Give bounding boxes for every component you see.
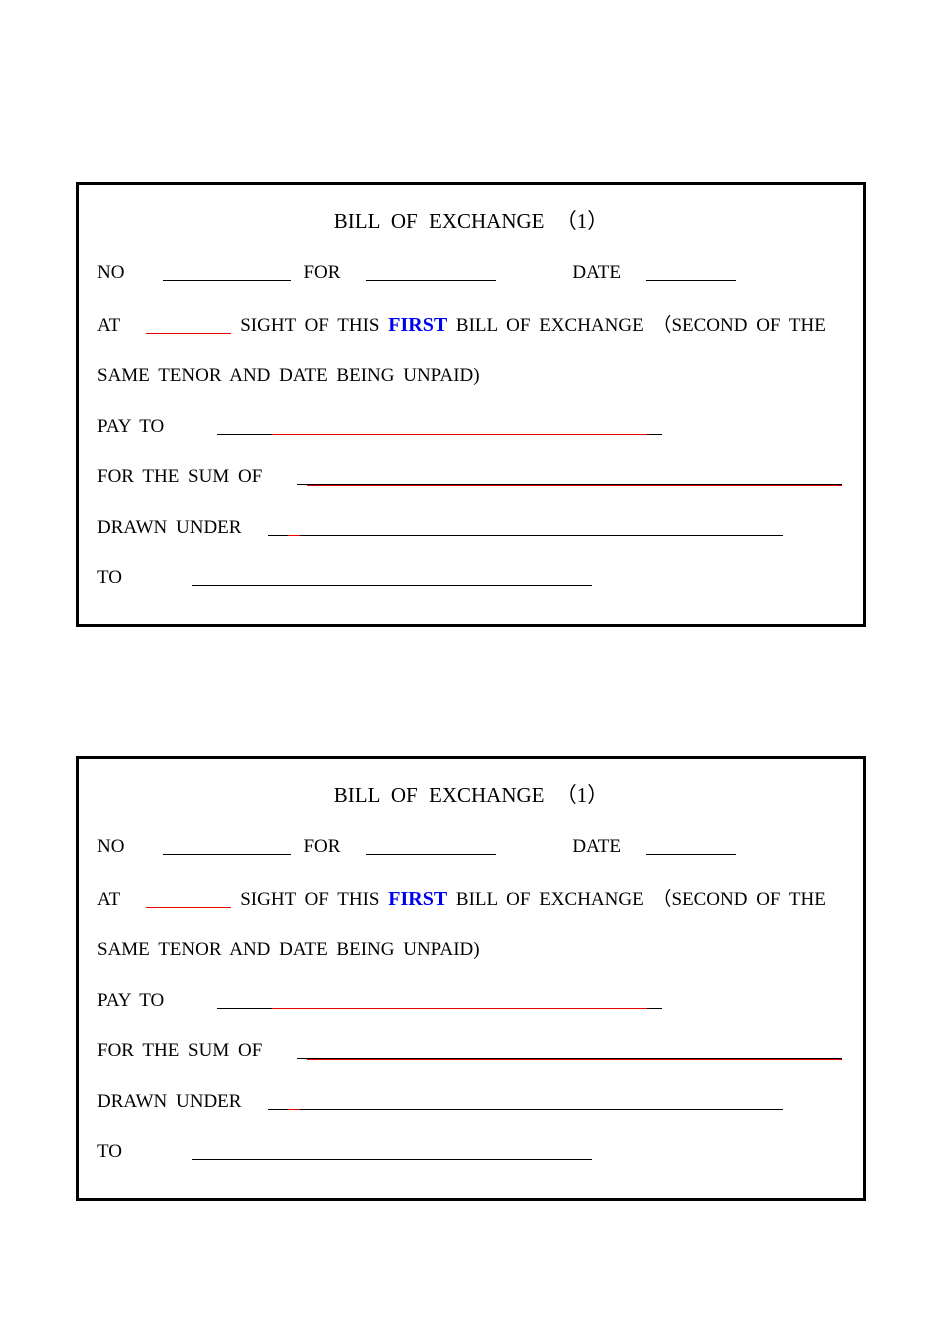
label-to: TO bbox=[97, 567, 122, 588]
bill-of-exchange-form-1: BILL OF EXCHANGE （1） NO FOR DATE AT SIGH… bbox=[76, 182, 866, 627]
line-for-sum: FOR THE SUM OF bbox=[97, 463, 845, 492]
label-pay-to: PAY TO bbox=[97, 416, 164, 437]
field-sum[interactable] bbox=[297, 1058, 842, 1059]
line-no-for-date: NO FOR DATE bbox=[97, 259, 845, 288]
bill-of-exchange-form-2: BILL OF EXCHANGE （1） NO FOR DATE AT SIGH… bbox=[76, 756, 866, 1201]
red-underline-segment bbox=[307, 1059, 842, 1060]
field-drawn-under[interactable] bbox=[268, 1109, 783, 1110]
label-sight-prefix: SIGHT OF THIS bbox=[240, 315, 379, 336]
label-first: FIRST bbox=[388, 888, 447, 910]
field-no[interactable] bbox=[163, 854, 291, 855]
label-for-sum: FOR THE SUM OF bbox=[97, 466, 262, 487]
label-sight-suffix: BILL OF EXCHANGE （SECOND OF THE bbox=[456, 889, 826, 910]
line-to: TO bbox=[97, 564, 845, 593]
label-first: FIRST bbox=[388, 314, 447, 336]
label-drawn-under: DRAWN UNDER bbox=[97, 517, 241, 538]
field-pay-to[interactable] bbox=[217, 434, 662, 435]
line-to: TO bbox=[97, 1138, 845, 1167]
field-date[interactable] bbox=[646, 280, 736, 281]
field-no[interactable] bbox=[163, 280, 291, 281]
field-for[interactable] bbox=[366, 854, 496, 855]
label-at: AT bbox=[97, 315, 120, 336]
label-date: DATE bbox=[572, 836, 621, 857]
field-at[interactable] bbox=[146, 907, 231, 908]
field-at[interactable] bbox=[146, 333, 231, 334]
red-underline-segment bbox=[272, 434, 647, 435]
field-sum[interactable] bbox=[297, 484, 842, 485]
red-underline-tick bbox=[288, 535, 300, 536]
label-pay-to: PAY TO bbox=[97, 990, 164, 1011]
label-for-sum: FOR THE SUM OF bbox=[97, 1040, 262, 1061]
label-drawn-under: DRAWN UNDER bbox=[97, 1091, 241, 1112]
red-underline-segment bbox=[307, 485, 842, 486]
line-drawn-under: DRAWN UNDER bbox=[97, 514, 845, 543]
field-drawn-under[interactable] bbox=[268, 535, 783, 536]
label-for: FOR bbox=[303, 836, 340, 857]
line-pay-to: PAY TO bbox=[97, 987, 845, 1016]
field-for[interactable] bbox=[366, 280, 496, 281]
line-pay-to: PAY TO bbox=[97, 413, 845, 442]
line-drawn-under: DRAWN UNDER bbox=[97, 1088, 845, 1117]
line-same-tenor: SAME TENOR AND DATE BEING UNPAID) bbox=[97, 362, 845, 391]
form-title: BILL OF EXCHANGE （1） bbox=[97, 205, 845, 235]
label-no: NO bbox=[97, 836, 124, 857]
line-at-sight: AT SIGHT OF THIS FIRST BILL OF EXCHANGE … bbox=[97, 310, 845, 341]
field-to[interactable] bbox=[192, 585, 592, 586]
line-same-tenor: SAME TENOR AND DATE BEING UNPAID) bbox=[97, 936, 845, 965]
line-at-sight: AT SIGHT OF THIS FIRST BILL OF EXCHANGE … bbox=[97, 884, 845, 915]
label-sight-prefix: SIGHT OF THIS bbox=[240, 889, 379, 910]
line-no-for-date: NO FOR DATE bbox=[97, 833, 845, 862]
field-date[interactable] bbox=[646, 854, 736, 855]
red-underline-segment bbox=[272, 1008, 647, 1009]
label-sight-suffix: BILL OF EXCHANGE （SECOND OF THE bbox=[456, 315, 826, 336]
label-date: DATE bbox=[572, 262, 621, 283]
field-to[interactable] bbox=[192, 1159, 592, 1160]
label-at: AT bbox=[97, 889, 120, 910]
form-title: BILL OF EXCHANGE （1） bbox=[97, 779, 845, 809]
red-underline-tick bbox=[288, 1109, 300, 1110]
label-for: FOR bbox=[303, 262, 340, 283]
field-pay-to[interactable] bbox=[217, 1008, 662, 1009]
line-for-sum: FOR THE SUM OF bbox=[97, 1037, 845, 1066]
label-no: NO bbox=[97, 262, 124, 283]
label-to: TO bbox=[97, 1141, 122, 1162]
